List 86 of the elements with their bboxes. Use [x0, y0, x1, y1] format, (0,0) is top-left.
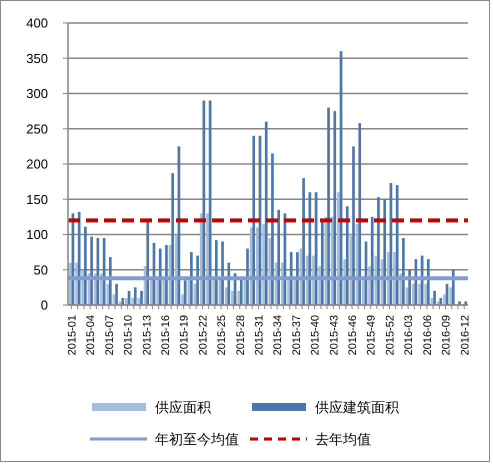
bar: [224, 287, 228, 305]
bar: [449, 287, 452, 305]
legend-label: 供应面积: [155, 398, 211, 415]
bar: [237, 290, 240, 305]
bar: [314, 192, 318, 305]
x-tick-label: 2015-13: [141, 315, 154, 356]
bar: [377, 197, 380, 305]
bar: [300, 248, 302, 305]
x-tick-label: 2015-16: [160, 315, 172, 356]
x-tick-label: 2015-01: [66, 315, 78, 356]
bar: [181, 294, 184, 305]
bar: [271, 153, 274, 305]
bar: [187, 280, 190, 305]
y-tick-label: 50: [34, 262, 48, 278]
x-tick-label: 2015-49: [366, 315, 378, 356]
bar: [115, 284, 118, 305]
y-tick-label: 150: [26, 192, 48, 207]
bar: [106, 284, 109, 305]
x-tick-label: 2015-07: [104, 315, 116, 356]
x-tick-label: 2015-19: [178, 315, 191, 356]
x-tick-label: 2015-52: [384, 315, 396, 356]
bar: [458, 301, 461, 305]
bar: [274, 262, 278, 305]
bar: [231, 290, 234, 305]
bar: [340, 51, 342, 305]
bar: [165, 245, 168, 305]
x-tick-label: 2015-04: [85, 315, 98, 356]
bar: [418, 284, 421, 305]
legend-label: 年初至今均值: [155, 430, 239, 447]
bar: [393, 252, 396, 305]
y-tick-label: 250: [26, 121, 48, 136]
y-tick-label: 100: [26, 227, 48, 242]
x-tick-label: 2015-37: [290, 315, 303, 356]
bar: [406, 287, 408, 305]
bar: [293, 280, 296, 305]
x-tick-label: 2016-03: [403, 315, 416, 356]
y-tick-label: 300: [26, 86, 48, 102]
bar: [140, 290, 143, 305]
bar: [246, 248, 249, 305]
bar: [208, 100, 212, 305]
y-tick-label: 0: [40, 298, 48, 313]
bar: [202, 100, 206, 305]
bar: [171, 173, 174, 305]
bar: [221, 242, 224, 305]
bar: [184, 280, 186, 305]
x-tick-label: 2015-28: [234, 315, 247, 356]
x-tick-label: 2015-10: [122, 315, 135, 356]
bar: [264, 122, 268, 305]
bar: [156, 280, 159, 305]
x-tick-label: 2015-43: [328, 315, 340, 356]
bar: [433, 290, 436, 305]
bar: [390, 183, 392, 305]
y-tick-label: 400: [26, 16, 48, 31]
bar: [358, 123, 362, 305]
bar: [244, 280, 246, 305]
bar: [262, 224, 265, 305]
bar: [258, 136, 262, 305]
legend-label: 供应建筑面积: [315, 398, 399, 415]
bar: [206, 213, 209, 305]
legend-label: 去年均值: [315, 430, 371, 447]
x-tick-label: 2016-09: [440, 315, 453, 356]
x-tick-label: 2016-06: [422, 315, 434, 356]
x-tick-label: 2015-46: [347, 315, 360, 356]
x-tick-label: 2015-40: [310, 315, 322, 356]
bar: [333, 111, 336, 305]
bar: [327, 108, 330, 305]
bar: [352, 146, 355, 305]
bar: [128, 290, 130, 305]
bar: [412, 284, 415, 305]
bar: [424, 284, 427, 305]
x-tick-label: 2015-25: [216, 315, 228, 356]
x-tick-label: 2016-12: [459, 315, 472, 356]
bar: [380, 259, 384, 305]
x-tick-label: 2015-22: [197, 315, 210, 356]
y-tick-label: 350: [26, 50, 48, 66]
x-tick-label: 2015-34: [272, 315, 284, 356]
x-tick-label: 2015-31: [253, 315, 266, 356]
bar: [364, 242, 368, 305]
bar: [168, 245, 172, 305]
bar: [152, 242, 156, 305]
bar: [287, 280, 290, 305]
bar: [134, 287, 137, 305]
bar: [446, 284, 448, 305]
y-tick-label: 200: [26, 156, 48, 172]
bar: [75, 262, 78, 305]
bar: [194, 284, 196, 305]
